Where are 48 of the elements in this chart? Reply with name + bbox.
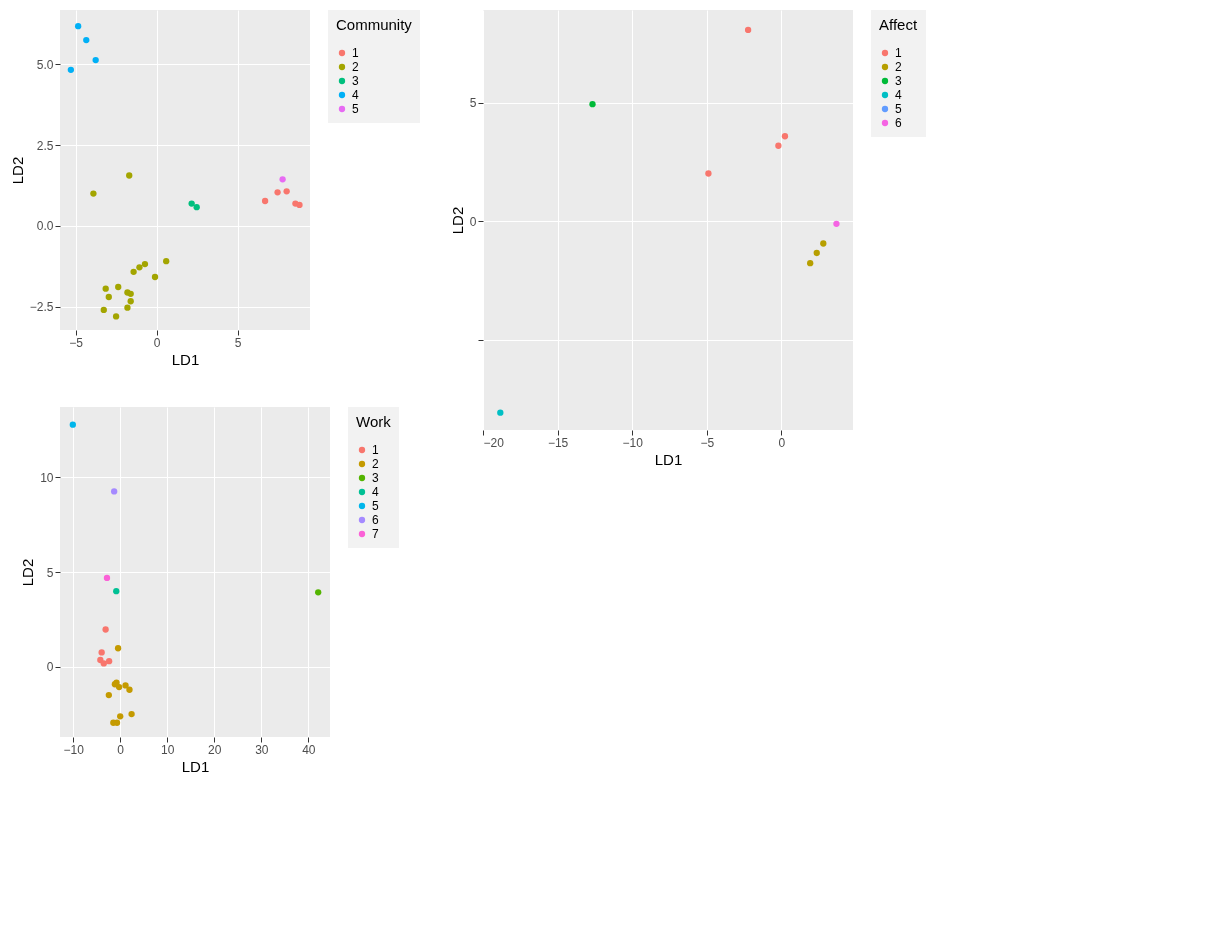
y-tick-label: −2.5 <box>29 300 54 315</box>
y-tick-label: 5 <box>46 565 54 580</box>
x-axis-title: LD1 <box>181 757 210 775</box>
x-tick-label: 10 <box>161 742 175 757</box>
legend-label: 3 <box>895 74 902 88</box>
legend-label: 2 <box>372 457 379 471</box>
x-tick-label: 0 <box>153 335 161 350</box>
legend-label: 2 <box>352 60 359 74</box>
x-tick-label: −10 <box>63 742 85 757</box>
legend-label: 4 <box>372 485 379 499</box>
legend-title: Work <box>356 413 392 430</box>
legend-label: 6 <box>895 116 902 130</box>
x-tick-label: 20 <box>208 742 222 757</box>
y-tick-label: 10 <box>40 470 54 485</box>
legend-label: 1 <box>352 46 359 60</box>
y-axis-title: LD2 <box>8 156 26 185</box>
x-tick-label: 0 <box>117 742 125 757</box>
legend-label: 1 <box>372 443 379 457</box>
legend-label: 4 <box>895 88 902 102</box>
y-axis-title: LD2 <box>448 206 466 235</box>
legend-label: 3 <box>372 471 379 485</box>
x-tick-label: 30 <box>255 742 269 757</box>
y-tick-label: 0.0 <box>36 219 54 234</box>
y-tick-label: 2.5 <box>36 138 54 153</box>
legend-label: 3 <box>352 74 359 88</box>
y-tick-label: 5.0 <box>36 57 54 72</box>
x-tick-label: 0 <box>778 435 786 450</box>
legend-title: Community <box>336 16 413 33</box>
y-axis-title: LD2 <box>19 558 37 587</box>
legend-label: 1 <box>895 46 902 60</box>
legend-label: 6 <box>372 513 379 527</box>
x-tick-label: 40 <box>302 742 316 757</box>
x-tick-label: −10 <box>622 435 644 450</box>
x-tick-label: −15 <box>547 435 569 450</box>
legend-label: 5 <box>372 499 379 513</box>
legend-label: 5 <box>352 102 359 116</box>
legend-label: 4 <box>352 88 359 102</box>
x-axis-title: LD1 <box>171 350 200 368</box>
legend-label: 5 <box>895 102 902 116</box>
y-tick-label: 0 <box>46 660 54 675</box>
x-tick-label: −5 <box>69 335 84 350</box>
legend-label: 2 <box>895 60 902 74</box>
x-axis-title: LD1 <box>654 450 683 468</box>
x-tick-label: −20 <box>483 435 505 450</box>
x-tick-label: −5 <box>700 435 715 450</box>
x-tick-label: 5 <box>234 335 242 350</box>
legend-title: Affect <box>879 16 918 33</box>
legend-label: 7 <box>372 527 379 541</box>
